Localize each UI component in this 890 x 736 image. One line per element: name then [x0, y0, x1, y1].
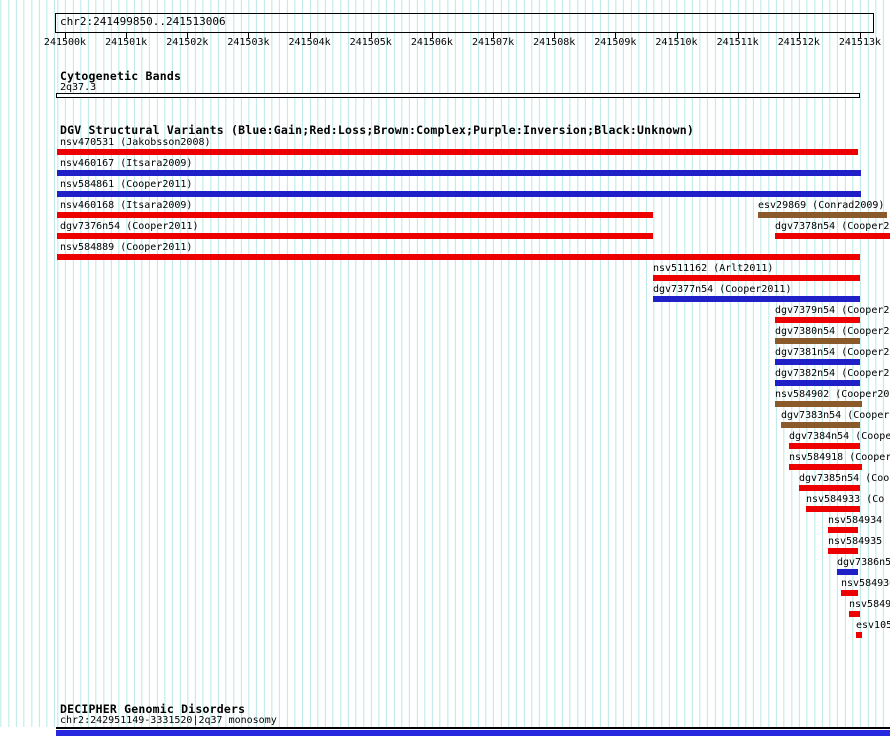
ruler-tick-label: 241500k	[43, 37, 87, 48]
decipher-feature-bar[interactable]	[56, 730, 890, 736]
variant-bar[interactable]	[775, 380, 860, 386]
variant-label: dgv7386n5	[837, 557, 890, 568]
variant-label: dgv7384n54 (Coope	[789, 431, 890, 442]
ruler-tick-label: 241513k	[838, 37, 882, 48]
ruler-tick	[431, 33, 433, 38]
ruler-tick-label: 241502k	[166, 37, 209, 48]
variant-label: esv29869 (Conrad2009)	[758, 200, 885, 211]
variant-bar[interactable]	[775, 338, 860, 344]
variant-bar[interactable]	[653, 275, 860, 281]
ruler-tick-label: 241512k	[777, 37, 820, 48]
ruler-tick-label: 241508k	[533, 37, 576, 48]
ruler-tick	[370, 33, 372, 38]
variant-bar[interactable]	[57, 191, 861, 197]
ruler-tick	[187, 33, 189, 38]
variant-bar[interactable]	[828, 527, 858, 533]
ruler-tick	[309, 33, 311, 38]
variant-label: dgv7385n54 (Coo	[799, 473, 890, 484]
variant-label: nsv584933 (Co	[806, 494, 885, 505]
variant-label: dgv7383n54 (Cooper2	[781, 410, 890, 421]
ruler-tick	[493, 33, 495, 38]
ruler-tick-label: 241504k	[288, 37, 331, 48]
variant-label: dgv7376n54 (Cooper2011)	[60, 221, 199, 232]
variant-bar[interactable]	[799, 485, 860, 491]
variant-label: dgv7377n54 (Cooper2011)	[653, 284, 792, 295]
ruler-tick-label: 241506k	[410, 37, 453, 48]
variant-bar[interactable]	[806, 506, 860, 512]
variant-label: nsv460167 (Itsara2009)	[60, 158, 193, 169]
decipher-track-divider	[56, 727, 890, 729]
variant-label: nsv470531 (Jakobsson2008)	[60, 137, 211, 148]
variant-bar[interactable]	[758, 212, 887, 218]
ruler-tick	[554, 33, 556, 38]
variant-label: nsv584889 (Cooper2011)	[60, 242, 193, 253]
cytoband-box[interactable]	[56, 93, 860, 98]
dgv-track-title: DGV Structural Variants (Blue:Gain;Red:L…	[60, 123, 694, 137]
variant-bar[interactable]	[775, 233, 890, 239]
ruler-tick	[737, 33, 739, 38]
region-outline-box	[55, 13, 874, 33]
variant-bar[interactable]	[57, 233, 653, 239]
cytogenetic-bands-title: Cytogenetic Bands	[60, 69, 182, 83]
ruler-tick-label: 241509k	[594, 37, 637, 48]
variant-bar[interactable]	[653, 296, 860, 302]
variant-label: dgv7379n54 (Cooper2	[775, 305, 890, 316]
ruler-tick-label: 241507k	[471, 37, 515, 48]
decipher-track-title: DECIPHER Genomic Disorders	[60, 702, 246, 716]
variant-label: nsv584934	[828, 515, 883, 526]
variant-label: nsv5849	[849, 599, 890, 610]
variant-label: nsv584902 (Cooper20	[775, 389, 890, 400]
variant-label: nsv584935	[828, 536, 883, 547]
variant-label: nsv584918 (Cooper	[789, 452, 890, 463]
ruler-tick	[248, 33, 250, 38]
variant-bar[interactable]	[775, 359, 860, 365]
ruler-tick	[615, 33, 617, 38]
variant-bar[interactable]	[775, 317, 860, 323]
variant-bar[interactable]	[849, 611, 860, 617]
variant-bar[interactable]	[775, 401, 862, 407]
variant-bar[interactable]	[57, 149, 858, 155]
ruler-tick-label: 241501k	[105, 37, 148, 48]
variant-bar[interactable]	[828, 548, 858, 554]
ruler-tick	[65, 33, 66, 38]
variant-bar[interactable]	[789, 443, 860, 449]
variant-label: nsv584861 (Cooper2011)	[60, 179, 193, 190]
ruler-tick-label: 241505k	[349, 37, 392, 48]
variant-bar[interactable]	[841, 590, 858, 596]
variant-bar[interactable]	[789, 464, 862, 470]
variant-label: dgv7378n54 (Cooper2	[775, 221, 890, 232]
ruler-tick	[798, 33, 800, 38]
ruler-tick	[859, 33, 861, 38]
decipher-feature-label: chr2:242951149-3331520|2q37 monosomy	[60, 715, 277, 726]
variant-label: dgv7380n54 (Cooper2	[775, 326, 890, 337]
variant-label: nsv511162 (Arlt2011)	[653, 263, 774, 274]
variant-bar[interactable]	[57, 212, 653, 218]
ruler-tick-label: 241510k	[655, 37, 698, 48]
variant-bar[interactable]	[57, 170, 861, 176]
ruler-tick	[676, 33, 678, 38]
variant-label: nsv460168 (Itsara2009)	[60, 200, 193, 211]
cytoband-label: 2q37.3	[60, 82, 97, 93]
variant-label: nsv584936	[841, 578, 890, 589]
variant-bar[interactable]	[837, 569, 858, 575]
variant-label: esv105	[856, 620, 890, 631]
variant-label: dgv7381n54 (Cooper2	[775, 347, 890, 358]
ruler-tick-label: 241503k	[227, 37, 270, 48]
position-label: chr2:241499850..241513006	[60, 15, 226, 28]
variant-bar[interactable]	[57, 254, 860, 260]
ruler-tick	[126, 33, 128, 38]
ruler-tick-label: 241511k	[716, 37, 759, 48]
variant-bar[interactable]	[781, 422, 860, 428]
variant-label: dgv7382n54 (Cooper2	[775, 368, 890, 379]
variant-bar[interactable]	[856, 632, 862, 638]
